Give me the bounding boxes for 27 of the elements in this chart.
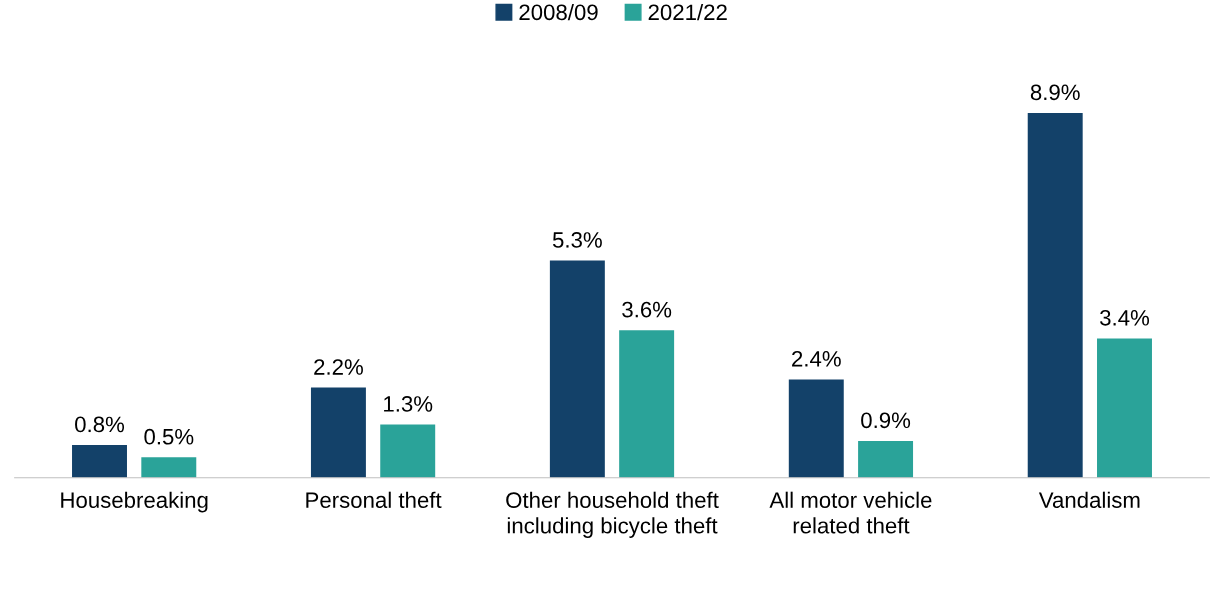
data-label: 2.4% bbox=[792, 350, 841, 367]
x-tick-label: Vandalism bbox=[1038, 491, 1140, 509]
bar bbox=[72, 445, 127, 478]
x-tick-label: Housebreaking bbox=[61, 491, 208, 513]
data-label: 2.2% bbox=[314, 359, 363, 375]
bar bbox=[310, 387, 366, 478]
data-label: 0.9% bbox=[861, 412, 911, 429]
data-label: 3.4% bbox=[1100, 309, 1150, 326]
data-label: 8.9% bbox=[1030, 84, 1080, 101]
x-tick-label: Personal theft bbox=[306, 491, 442, 509]
data-label: 1.3% bbox=[384, 396, 433, 412]
bar bbox=[788, 379, 844, 478]
x-tick-label: All motor vehicle related theft bbox=[769, 491, 932, 534]
bar bbox=[1097, 338, 1152, 478]
bar bbox=[380, 424, 436, 478]
data-label: 0.5% bbox=[144, 428, 194, 445]
data-label: 3.6% bbox=[622, 301, 672, 318]
bar bbox=[141, 457, 197, 478]
legend-label: 2008/09 bbox=[519, 3, 598, 21]
bar bbox=[619, 330, 675, 478]
data-label: 0.8% bbox=[75, 416, 125, 433]
legend-label: 2021/22 bbox=[648, 3, 727, 21]
bar bbox=[1027, 112, 1083, 478]
bar bbox=[549, 260, 605, 478]
data-label: 5.3% bbox=[552, 232, 602, 248]
x-tick-label: Other household theft including bicycle theft bbox=[506, 491, 719, 538]
bar bbox=[858, 440, 914, 478]
